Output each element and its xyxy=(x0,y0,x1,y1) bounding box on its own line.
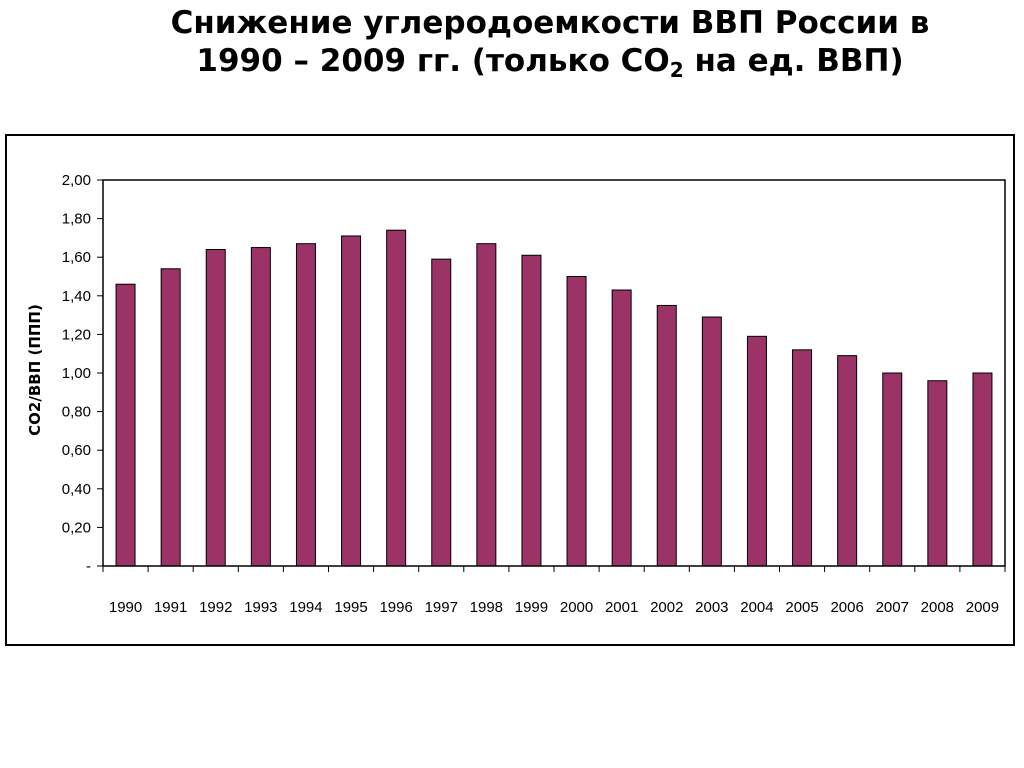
x-tick-label: 2001 xyxy=(605,599,638,616)
x-tick-label: 2004 xyxy=(740,599,773,616)
title-subscript: 2 xyxy=(669,58,684,82)
x-tick-label: 2000 xyxy=(560,599,593,616)
x-tick-label: 1996 xyxy=(379,599,412,616)
x-tick-label: 2002 xyxy=(650,599,683,616)
bar-1999 xyxy=(521,254,542,567)
title-line-1: Снижение углеродоемкости ВВП России в xyxy=(170,5,930,41)
bar-2004 xyxy=(746,335,767,567)
title-line-2: 1990 – 2009 гг. (только CO2 на ед. ВВП) xyxy=(150,42,950,80)
bar-2002 xyxy=(656,304,677,567)
bar-1994 xyxy=(295,243,316,567)
y-tick-label: 1,80 xyxy=(62,211,91,228)
x-tick-label: 2003 xyxy=(695,599,728,616)
bar-2001 xyxy=(611,289,632,567)
bar-2009 xyxy=(972,372,993,567)
bar-1998 xyxy=(476,243,497,567)
x-tick-label: 1999 xyxy=(515,599,548,616)
title-line-2-start: 1990 – 2009 гг. (только CO xyxy=(196,43,670,79)
bar-1995 xyxy=(341,235,362,567)
x-tick-label: 2008 xyxy=(921,599,954,616)
bar-1997 xyxy=(431,258,452,567)
y-tick-label: 0,40 xyxy=(62,481,91,498)
bar-2000 xyxy=(566,276,587,567)
bar-2007 xyxy=(882,372,903,567)
y-tick-label: 0,80 xyxy=(62,404,91,421)
bar-1993 xyxy=(250,247,271,567)
slide-title: Снижение углеродоемкости ВВП России в 19… xyxy=(150,4,950,80)
bar-1990 xyxy=(115,283,136,567)
bar-2006 xyxy=(837,355,858,567)
y-tick-label: 1,00 xyxy=(62,365,91,382)
y-tick-label: 0,60 xyxy=(62,442,91,459)
x-tick-label: 1995 xyxy=(334,599,367,616)
chart-frame xyxy=(5,134,1015,646)
x-tick-label: 2007 xyxy=(876,599,909,616)
y-tick-label: 1,60 xyxy=(62,249,91,266)
x-tick-label: 2005 xyxy=(785,599,818,616)
y-axis-label: CO2/ВВП (ППП) xyxy=(26,304,44,436)
bar-1996 xyxy=(386,229,407,567)
x-tick-label: 1991 xyxy=(154,599,187,616)
y-tick-label: 0,20 xyxy=(62,519,91,536)
x-tick-label: 1993 xyxy=(244,599,277,616)
bar-2005 xyxy=(792,349,813,567)
y-tick-label: 2,00 xyxy=(62,172,91,189)
bar-2003 xyxy=(701,316,722,567)
bar-2008 xyxy=(927,380,948,567)
x-tick-label: 2009 xyxy=(966,599,999,616)
x-tick-label: 1994 xyxy=(289,599,322,616)
bar-1991 xyxy=(160,268,181,567)
x-tick-label: 1998 xyxy=(470,599,503,616)
x-tick-label: 1990 xyxy=(109,599,142,616)
x-tick-label: 1992 xyxy=(199,599,232,616)
bar-1992 xyxy=(205,248,226,567)
plot-area xyxy=(102,179,1006,567)
y-tick-label: 1,20 xyxy=(62,326,91,343)
y-tick-label: 1,40 xyxy=(62,288,91,305)
x-tick-label: 2006 xyxy=(830,599,863,616)
x-tick-label: 1997 xyxy=(425,599,458,616)
y-tick-label: - xyxy=(86,558,91,575)
title-line-2-end: на ед. ВВП) xyxy=(683,43,904,79)
